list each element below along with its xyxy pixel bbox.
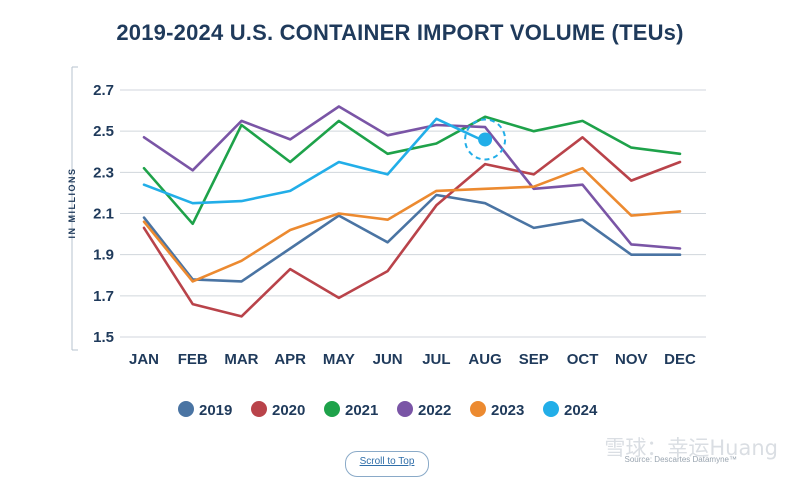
highlight-dashed-ring (464, 118, 507, 161)
x-tick-label: OCT (567, 351, 599, 368)
x-tick-label: NOV (615, 351, 648, 368)
chart-title: 2019-2024 U.S. CONTAINER IMPORT VOLUME (… (116, 20, 684, 45)
scroll-to-top-button[interactable]: Scroll to Top (345, 451, 429, 477)
highlight-point (478, 132, 493, 147)
y-tick-label: 2.7 (93, 82, 114, 99)
legend-marker-2023 (470, 401, 486, 417)
x-tick-label: MAR (224, 351, 258, 368)
x-tick-label: JUN (373, 351, 403, 368)
y-tick-label: 2.3 (93, 164, 114, 181)
y-tick-label: 1.5 (93, 329, 114, 346)
legend-marker-2024 (543, 401, 559, 417)
legend-label-2021: 2021 (345, 402, 378, 419)
legend-label-2023: 2023 (491, 402, 524, 419)
series-line-2020 (142, 136, 682, 318)
legend-label-2019: 2019 (199, 402, 232, 419)
legend-label-2020: 2020 (272, 402, 305, 419)
x-tick-label: AUG (468, 351, 501, 368)
x-tick-label: MAY (323, 351, 355, 368)
y-tick-label: 1.7 (93, 288, 114, 305)
series-line-2023 (142, 166, 682, 283)
series-line-2021 (142, 115, 682, 226)
x-tick-label: DEC (664, 351, 696, 368)
x-tick-label: JUL (422, 351, 450, 368)
y-tick-label: 1.9 (93, 247, 114, 264)
legend-label-2022: 2022 (418, 402, 451, 419)
legend-marker-2019 (178, 401, 194, 417)
y-tick-label: 2.1 (93, 206, 114, 223)
y-axis: IN MILLIONS 2.7 2.5 2.3 2.1 1.9 1.7 1.5 (67, 66, 114, 351)
source-note: Source: Descartes Datamyne™ (624, 455, 738, 464)
legend-marker-2021 (324, 401, 340, 417)
x-tick-label: FEB (178, 351, 208, 368)
x-tick-label: JAN (129, 351, 159, 368)
gridlines (120, 89, 706, 338)
x-axis-ticks: JAN FEB MAR APR MAY JUN JUL AUG SEP OCT NOV DEC (129, 351, 696, 368)
watermark: 雪球：幸运Huang (604, 436, 778, 460)
series-line-2019 (142, 193, 682, 283)
legend-label-2024: 2024 (564, 402, 598, 419)
legend-marker-2020 (251, 401, 267, 417)
y-axis-title: IN MILLIONS (67, 168, 77, 239)
series-lines (142, 105, 682, 318)
x-tick-label: APR (274, 351, 306, 368)
series-line-2024 (142, 117, 487, 205)
legend-marker-2022 (397, 401, 413, 417)
legend: 2019 2020 2021 2022 2023 2024 (178, 401, 598, 419)
y-tick-label: 2.5 (93, 123, 114, 140)
series-line-2022 (142, 105, 682, 250)
x-tick-label: SEP (519, 351, 549, 368)
latest-point-highlight (464, 118, 507, 161)
